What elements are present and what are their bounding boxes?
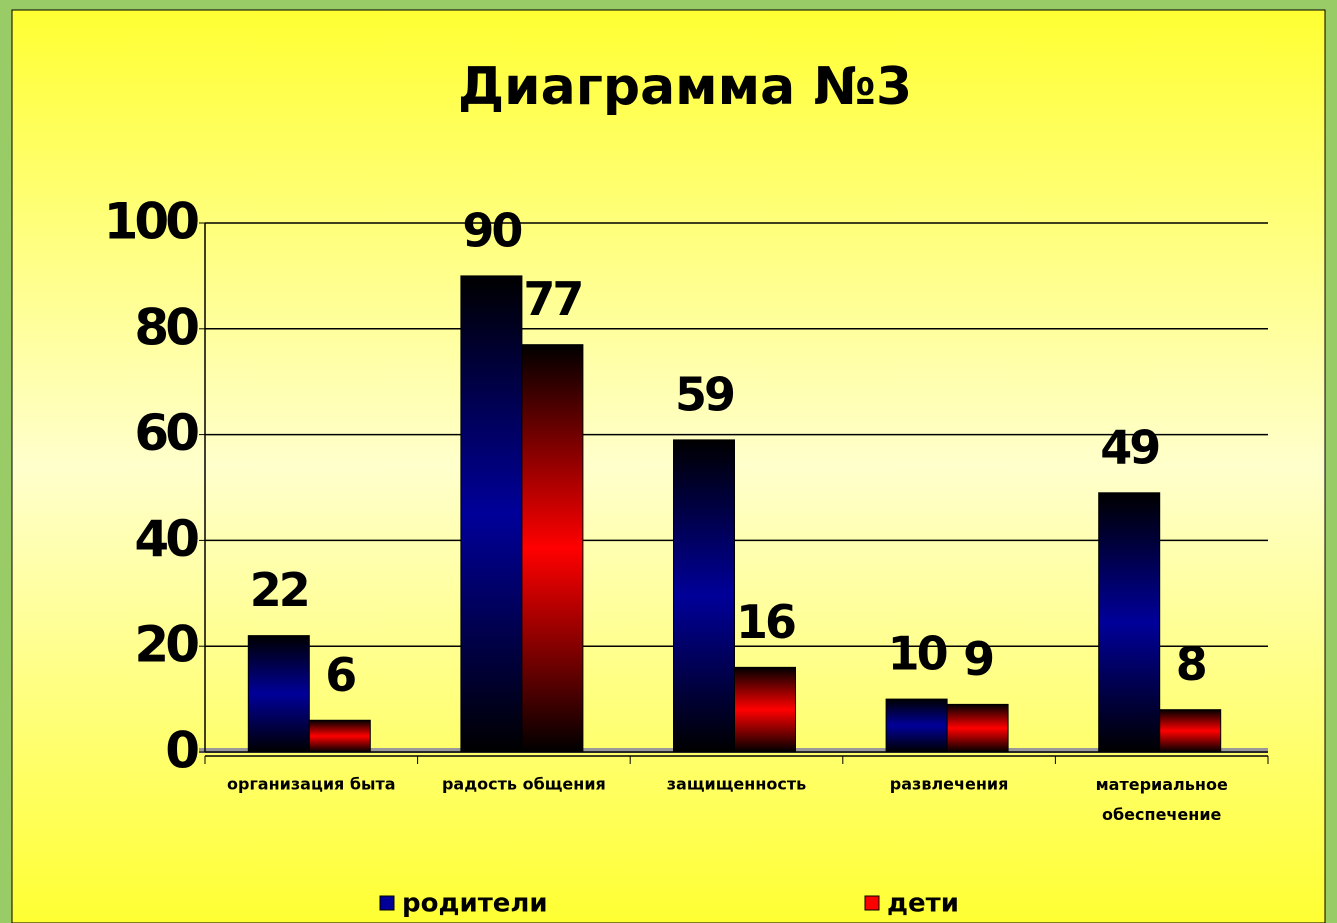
data-label: 6 <box>325 648 355 702</box>
y-tick-label: 40 <box>134 510 198 568</box>
y-tick-label: 80 <box>134 298 198 356</box>
data-label: 10 <box>888 627 947 681</box>
data-label: 8 <box>1176 637 1206 691</box>
background <box>11 9 1326 923</box>
data-label: 77 <box>523 272 581 326</box>
bar <box>521 344 584 753</box>
bar <box>885 698 948 753</box>
y-tick-label: 0 <box>165 722 198 780</box>
bar <box>1098 492 1161 753</box>
data-label: 90 <box>462 203 521 257</box>
legend-label: дети <box>887 889 959 919</box>
legend-label: родители <box>402 889 548 919</box>
bar <box>460 275 523 753</box>
x-tick-label: организация быта <box>227 775 396 794</box>
chart-title: Диаграмма №3 <box>458 57 912 117</box>
bar <box>247 635 310 753</box>
y-tick-label: 20 <box>134 616 198 674</box>
data-label: 16 <box>736 595 795 649</box>
bar <box>308 719 371 753</box>
legend-swatch <box>379 895 395 911</box>
legend-swatch <box>864 895 880 911</box>
y-tick-label: 60 <box>134 404 198 462</box>
x-tick-label: материальное обеспечение <box>1096 775 1228 824</box>
x-tick-label: радость общения <box>442 775 606 794</box>
y-tick-label: 100 <box>104 193 199 251</box>
data-label: 9 <box>963 632 993 686</box>
bar <box>946 703 1009 753</box>
data-label: 22 <box>250 563 308 617</box>
bar <box>673 439 735 753</box>
bar <box>734 666 796 753</box>
x-tick-label: развлечения <box>890 775 1009 794</box>
data-label: 49 <box>1100 420 1159 474</box>
bar <box>1159 709 1222 753</box>
data-label: 59 <box>675 367 734 421</box>
x-tick-label: защищенность <box>667 775 807 794</box>
